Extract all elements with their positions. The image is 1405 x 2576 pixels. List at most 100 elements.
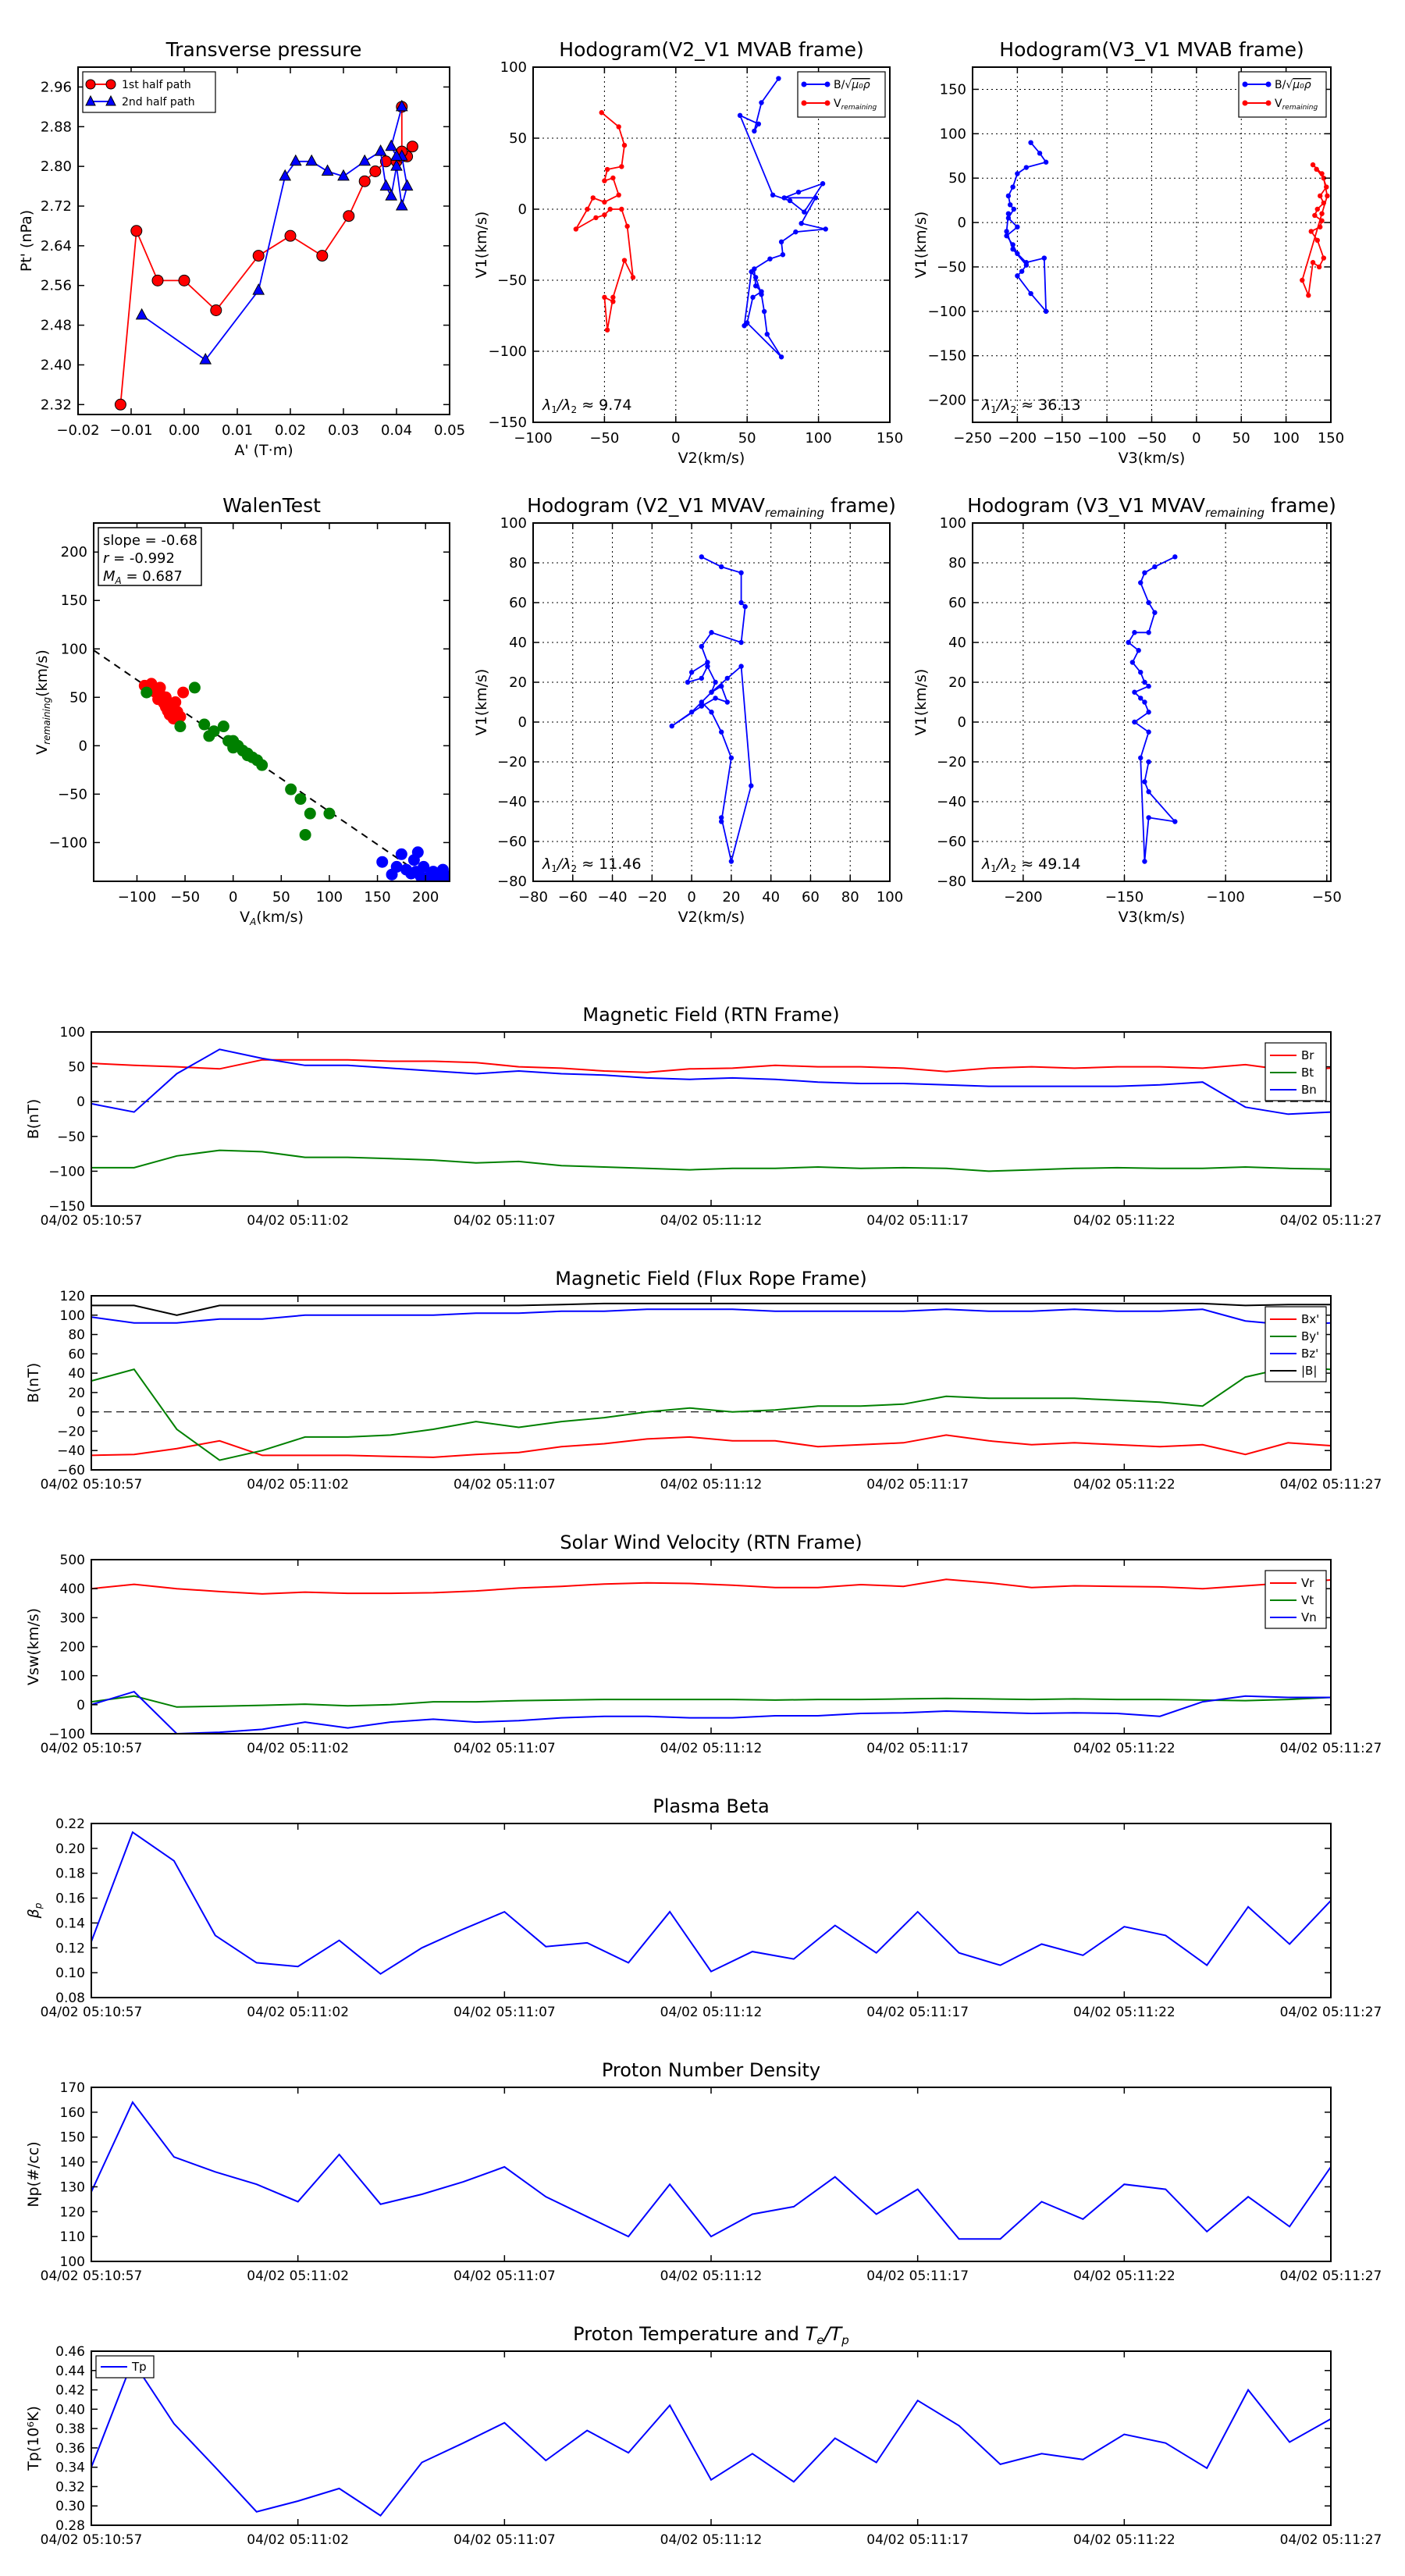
- lambda2: /λ: [995, 856, 1011, 873]
- y-axis-label-text: V: [34, 745, 51, 755]
- data-point: [1324, 184, 1329, 190]
- chart-title: Proton Number Density: [602, 2059, 820, 2081]
- x-tick-label: 04/02 05:11:12: [660, 1213, 763, 1229]
- legend-label-text: V: [834, 98, 841, 110]
- data-point: [820, 181, 826, 187]
- legend-label: |B|: [1301, 1364, 1317, 1378]
- series-line-Vt: [91, 1695, 1331, 1708]
- chart-tp_t: Proton Temperature and Te/Tp 04/02 05:10:…: [25, 2323, 1382, 2548]
- x-tick-label: 100: [877, 889, 903, 906]
- x-tick-label: 04/02 05:11:17: [866, 2532, 969, 2548]
- data-point: [1319, 211, 1325, 216]
- data-point: [616, 192, 621, 197]
- y-tick-label: 100: [60, 2254, 85, 2270]
- data-point: [602, 212, 607, 218]
- data-point: [602, 178, 607, 183]
- chart-np: Proton Number Density 04/02 05:10:57 04/02…: [25, 2059, 1382, 2284]
- data-point: [573, 226, 579, 232]
- data-point: [604, 327, 610, 333]
- data-point: [1142, 779, 1147, 785]
- data-point: [1142, 679, 1147, 685]
- legend-label: Vt: [1301, 1593, 1314, 1607]
- y-tick-label: −40: [57, 1443, 85, 1459]
- data-point: [1132, 689, 1137, 695]
- series-line-traj: [671, 556, 752, 862]
- x-tick-label: −100: [1087, 430, 1126, 447]
- plot-area: [91, 2359, 1331, 2517]
- y-tick-label: 140: [60, 2155, 85, 2171]
- legend-label-text: B/√: [1275, 79, 1293, 91]
- x-tick-label: 04/02 05:11:02: [247, 1741, 349, 1756]
- y-tick-label: 0: [958, 215, 966, 231]
- data-point: [1325, 193, 1330, 199]
- data-point: [728, 859, 735, 864]
- y-tick-label: 20: [509, 674, 527, 691]
- y-tick-label: 2.32: [41, 397, 72, 413]
- legend-marker: [85, 94, 96, 106]
- data-point: [1300, 277, 1305, 283]
- data-point: [1321, 200, 1327, 206]
- y-axis-label: B(nT): [25, 1363, 42, 1404]
- data-point: [718, 819, 724, 824]
- axes-frame: [532, 522, 891, 882]
- data-point: [174, 720, 187, 733]
- data-point: [299, 828, 311, 841]
- data-point: [385, 189, 398, 201]
- data-point: [1005, 211, 1012, 216]
- x-tick-label: 80: [841, 889, 859, 906]
- x-tick-label: 04/02 05:11:22: [1073, 2532, 1176, 2548]
- data-point: [590, 195, 596, 201]
- y-axis-label-sub: remaining: [41, 697, 52, 745]
- legend-marker: [105, 94, 116, 106]
- data-point: [130, 225, 143, 237]
- y-tick-label: 2.72: [41, 198, 72, 215]
- data-point: [610, 294, 616, 301]
- legend-label: B/√μ₀ρ: [1275, 79, 1311, 91]
- y-tick-label: 20: [948, 674, 966, 691]
- chart-title: WalenTest: [222, 494, 321, 517]
- x-tick-label: 04/02 05:11:07: [454, 2005, 556, 2020]
- y-tick-label: 0.12: [55, 1941, 85, 1956]
- x-tick-label: 04/02 05:11:27: [1280, 1477, 1382, 1493]
- x-tick-label: 0.04: [381, 422, 412, 439]
- chart-title-text: Hodogram (V3_V1 MVAV: [967, 494, 1205, 517]
- data-point: [343, 210, 355, 222]
- y-tick-label: 50: [68, 1060, 85, 1076]
- x-tick-label: 04/02 05:11:02: [247, 2005, 349, 2020]
- x-tick-label: 04/02 05:11:07: [454, 1477, 556, 1493]
- y-tick-label: 0: [76, 1405, 85, 1421]
- y-axis-label: βp: [25, 1902, 44, 1919]
- data-point: [374, 144, 387, 156]
- y-tick-label: 2.48: [41, 318, 72, 334]
- x-tick-label: 04/02 05:11:17: [866, 1477, 969, 1493]
- x-tick-label: −50: [170, 889, 200, 906]
- data-point: [1306, 293, 1311, 298]
- x-tick-label: 04/02 05:11:07: [454, 2268, 556, 2284]
- plot-area: [669, 554, 754, 864]
- y-tick-label: 0: [518, 201, 527, 218]
- data-point: [431, 873, 443, 881]
- y-axis-label-sub: p: [33, 1902, 44, 1909]
- y-tick-label: 200: [60, 1640, 85, 1656]
- chart-mag_fr: Magnetic Field (Flux Rope Frame) 04/02 05…: [25, 1268, 1382, 1493]
- chart-title-subscript: remaining: [765, 506, 824, 520]
- data-point: [1005, 193, 1012, 199]
- y-axis-label: V1(km/s): [912, 669, 930, 736]
- legend-marker: [105, 79, 116, 90]
- data-point: [1015, 251, 1020, 257]
- data-point: [1308, 229, 1314, 234]
- data-point: [688, 710, 695, 715]
- data-point: [1142, 699, 1147, 705]
- x-tick-label: −250: [953, 430, 991, 447]
- data-point: [1019, 269, 1025, 274]
- data-point: [699, 675, 705, 681]
- y-tick-label: −20: [57, 1424, 85, 1439]
- y-tick-label: 60: [68, 1347, 85, 1362]
- data-point: [593, 215, 599, 221]
- data-point: [749, 783, 754, 788]
- data-point: [1043, 308, 1049, 315]
- r-value: = -0.992: [108, 550, 175, 567]
- data-point: [778, 239, 784, 245]
- y-tick-label: −20: [937, 754, 966, 770]
- legend-label-sub: remaining: [841, 104, 877, 112]
